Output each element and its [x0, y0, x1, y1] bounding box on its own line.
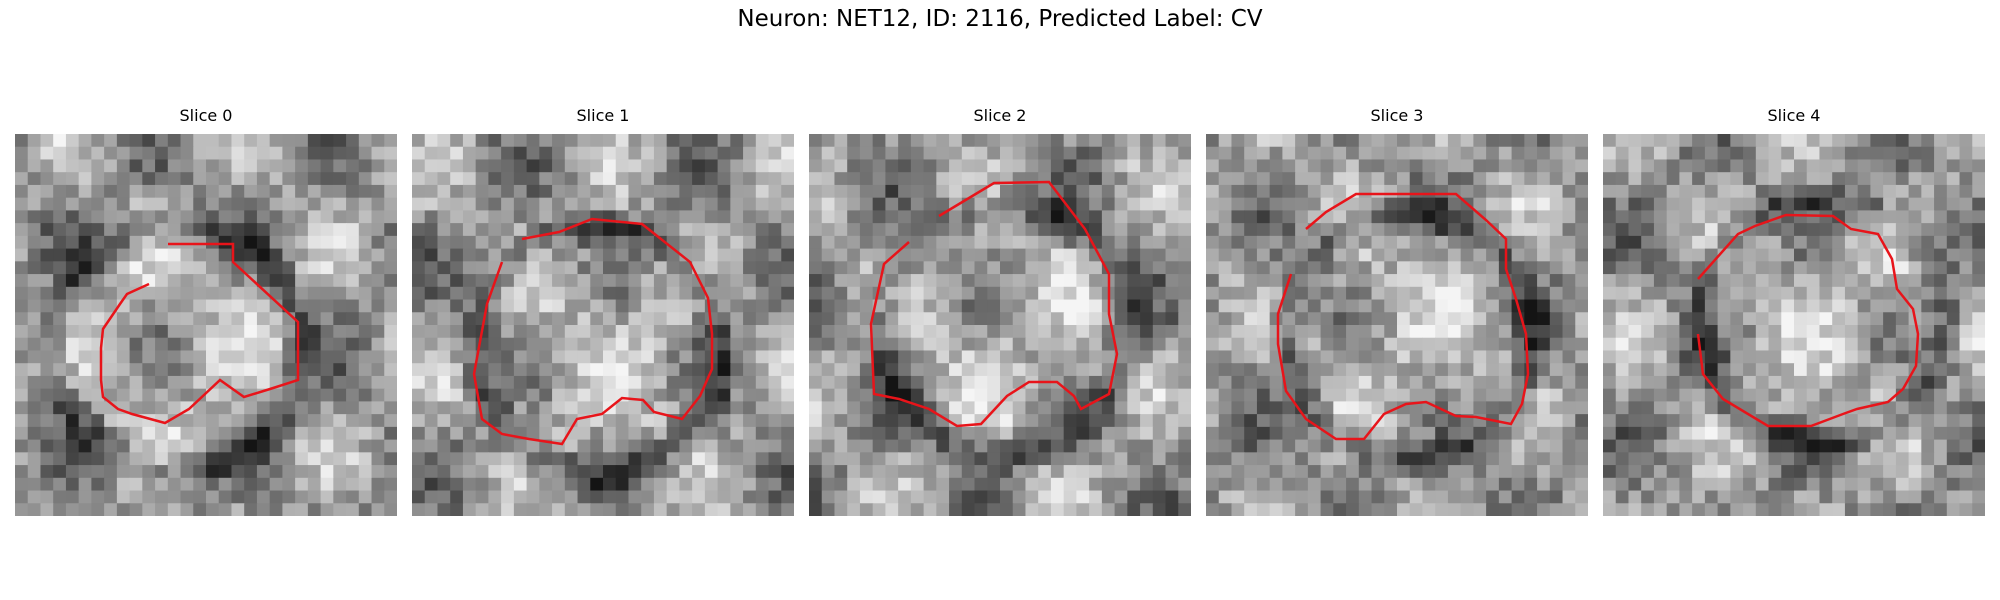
- slice-title-2: Slice 2: [973, 106, 1027, 125]
- slice-image-3: [1206, 134, 1588, 516]
- slice-image-4: [1603, 134, 1985, 516]
- slice-title-4: Slice 4: [1767, 106, 1821, 125]
- slice-title-3: Slice 3: [1370, 106, 1424, 125]
- slice-image-0: [15, 134, 397, 516]
- slice-title-1: Slice 1: [576, 106, 630, 125]
- slice-image-2: [809, 134, 1191, 516]
- slice-title-0: Slice 0: [179, 106, 233, 125]
- figure-title: Neuron: NET12, ID: 2116, Predicted Label…: [737, 6, 1263, 32]
- slice-image-1: [412, 134, 794, 516]
